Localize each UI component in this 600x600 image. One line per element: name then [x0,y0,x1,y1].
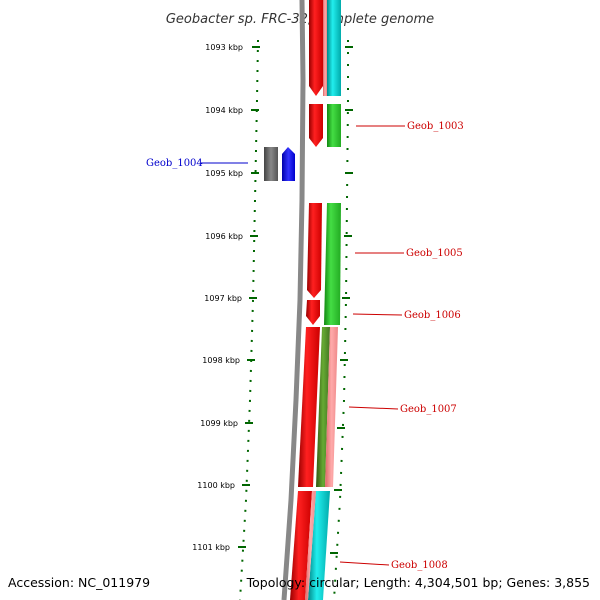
gc-pink-1008 [305,491,316,600]
gene-label-geob-1005[interactable]: Geob_1005 [406,248,463,259]
gene-label-geob-1007[interactable]: Geob_1007 [400,404,457,415]
outer-dotted-guide [239,39,259,600]
feature-geob-1004-gray[interactable] [264,147,278,181]
tick-label-1095: 1095 kbp [205,169,243,178]
genome-backbone [281,0,306,600]
gc-pink-1007 [325,327,338,487]
accession-text: Accession: NC_011979 [8,575,150,590]
tick-label-1093: 1093 kbp [205,43,243,52]
tick-label-1094: 1094 kbp [205,106,243,115]
gene-geob-1008[interactable] [290,491,312,600]
label-connectors [201,125,405,566]
tick-label-1101: 1101 kbp [192,543,230,552]
gene-geob-1006[interactable] [306,300,320,325]
gene-geob-1004[interactable] [282,147,295,181]
tick-label-1096: 1096 kbp [205,232,243,241]
tick-label-1097: 1097 kbp [204,294,242,303]
gene-label-geob-1006[interactable]: Geob_1006 [404,310,461,321]
gene-label-geob-1004[interactable]: Geob_1004 [146,158,203,169]
gene-label-geob-1003[interactable]: Geob_1003 [407,121,464,132]
tick-label-1100: 1100 kbp [197,481,235,490]
gc-darkgreen-1007 [316,327,330,487]
gc-green-1003 [327,104,341,147]
scale-ticks [238,46,260,548]
gc-green-1005 [324,203,341,325]
gc-pink-top [323,0,327,96]
gc-cyan-1008 [308,491,330,600]
cds-forward-top[interactable] [309,0,323,96]
gene-geob-1005[interactable] [307,203,322,298]
gene-geob-1003[interactable] [309,104,323,147]
topology-text: Topology: circular; Length: 4,304,501 bp… [246,575,590,590]
gene-label-geob-1008[interactable]: Geob_1008 [391,560,448,571]
gc-skew-top [327,0,341,96]
inner-dotted-guide [333,40,349,600]
gene-geob-1007[interactable] [298,327,320,487]
inner-ticks [330,46,353,554]
tick-label-1098: 1098 kbp [202,356,240,365]
tick-label-1099: 1099 kbp [200,419,238,428]
